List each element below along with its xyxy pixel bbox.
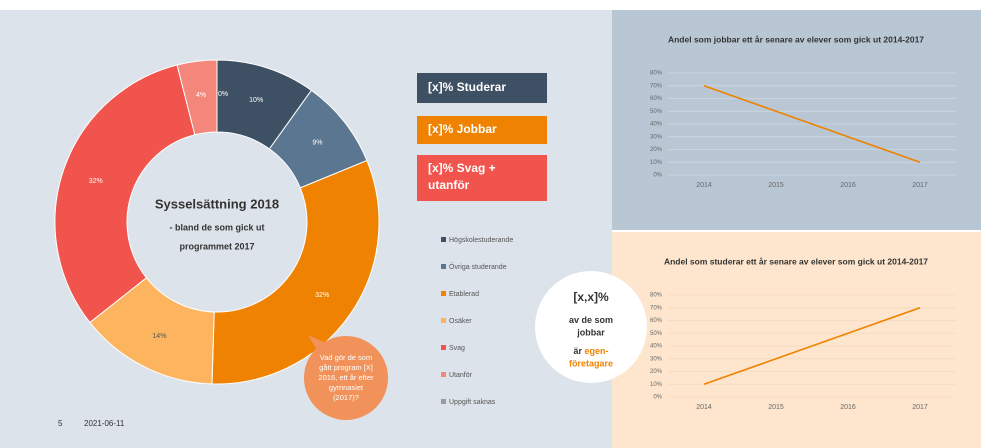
bubble-text: 2016, ett år efter — [318, 373, 374, 382]
x-tick-label: 2016 — [840, 404, 856, 411]
x-tick-label: 2015 — [768, 182, 784, 189]
legend-label: Högskolestuderande — [449, 237, 513, 244]
x-tick-label: 2014 — [696, 182, 712, 189]
donut-subtitle: programmet 2017 — [179, 241, 254, 251]
y-tick-label: 70% — [650, 83, 663, 89]
legend-label: Övriga studerande — [449, 263, 507, 271]
y-tick-label: 0% — [653, 173, 662, 179]
circle-text: jobbar — [576, 327, 605, 337]
y-tick-label: 60% — [650, 318, 663, 324]
legend-label: Etablerad — [449, 291, 479, 298]
y-tick-label: 40% — [650, 122, 663, 128]
donut-subtitle: - bland de som gick ut — [169, 222, 264, 232]
top-right-panel — [612, 10, 981, 230]
y-tick-label: 80% — [650, 71, 663, 77]
y-tick-label: 20% — [650, 369, 663, 375]
callout-text: [x]% Studerar — [428, 80, 506, 94]
circle-highlight: egen- — [585, 346, 609, 356]
y-tick-label: 20% — [650, 147, 663, 153]
y-tick-label: 60% — [650, 96, 663, 102]
data-label: 0% — [218, 91, 228, 98]
bubble-text: gymnasiet — [329, 383, 364, 392]
y-tick-label: 10% — [650, 160, 663, 166]
data-label: 4% — [196, 92, 206, 99]
callout-text: [x]% Jobbar — [428, 122, 497, 136]
y-tick-label: 50% — [650, 331, 663, 337]
circle-text: av de som — [569, 315, 613, 325]
y-tick-label: 10% — [650, 382, 663, 388]
legend-label: Uppgift saknas — [449, 399, 496, 406]
data-label: 32% — [89, 178, 103, 185]
bubble-text: (2017)? — [333, 393, 359, 402]
callout-box — [417, 155, 547, 201]
y-tick-label: 50% — [650, 109, 663, 115]
x-tick-label: 2015 — [768, 404, 784, 411]
callout-text: [x]% Svag + — [428, 161, 496, 175]
chart-title: Andel som jobbar ett år senare av elever… — [668, 34, 924, 44]
x-tick-label: 2017 — [912, 182, 928, 189]
callout-box — [417, 116, 547, 144]
bubble-text: Vad gör de som — [320, 353, 372, 362]
y-tick-label: 0% — [653, 395, 662, 401]
line — [703, 306, 921, 386]
y-tick-label: 30% — [650, 134, 663, 140]
legend-swatch — [441, 237, 446, 242]
chart-title: Andel som studerar ett år senare av elev… — [664, 256, 928, 266]
legend-swatch — [441, 264, 446, 269]
bubble-text: gått program [X] — [319, 363, 373, 372]
donut-slice — [54, 64, 196, 324]
y-tick-label: 70% — [650, 305, 663, 311]
data-label: 10% — [249, 97, 263, 104]
data-label: 32% — [315, 292, 329, 299]
x-tick-label: 2017 — [912, 404, 928, 411]
circle-prefix: är — [573, 346, 582, 356]
bubble — [304, 336, 388, 420]
y-tick-label: 40% — [650, 344, 663, 350]
legend-swatch — [441, 372, 446, 377]
date: 2021-06-11 — [84, 419, 125, 428]
page-number: 5 — [58, 419, 63, 428]
data-label: 14% — [152, 333, 166, 340]
y-tick-label: 30% — [650, 356, 663, 362]
info-circle — [535, 271, 647, 383]
legend-label: Osäker — [449, 318, 472, 325]
circle-highlight: företagare — [569, 358, 613, 368]
circle-text: är egen- — [573, 346, 608, 356]
legend-label: Svag — [449, 345, 465, 352]
y-tick-label: 80% — [650, 293, 663, 299]
donut-slice — [211, 159, 380, 385]
circle-text: [x,x]% — [573, 290, 609, 304]
x-tick-label: 2016 — [840, 182, 856, 189]
legend-swatch — [441, 318, 446, 323]
data-label: 9% — [312, 139, 322, 146]
x-tick-label: 2014 — [696, 404, 712, 411]
legend-swatch — [441, 345, 446, 350]
legend-swatch — [441, 399, 446, 404]
legend-swatch — [441, 291, 446, 296]
callout-text: utanför — [428, 178, 470, 192]
bottom-right-panel — [612, 232, 981, 448]
legend-label: Utanför — [449, 372, 473, 379]
donut-title: Sysselsättning 2018 — [155, 196, 279, 211]
line — [703, 84, 921, 164]
callout-box — [417, 73, 547, 103]
